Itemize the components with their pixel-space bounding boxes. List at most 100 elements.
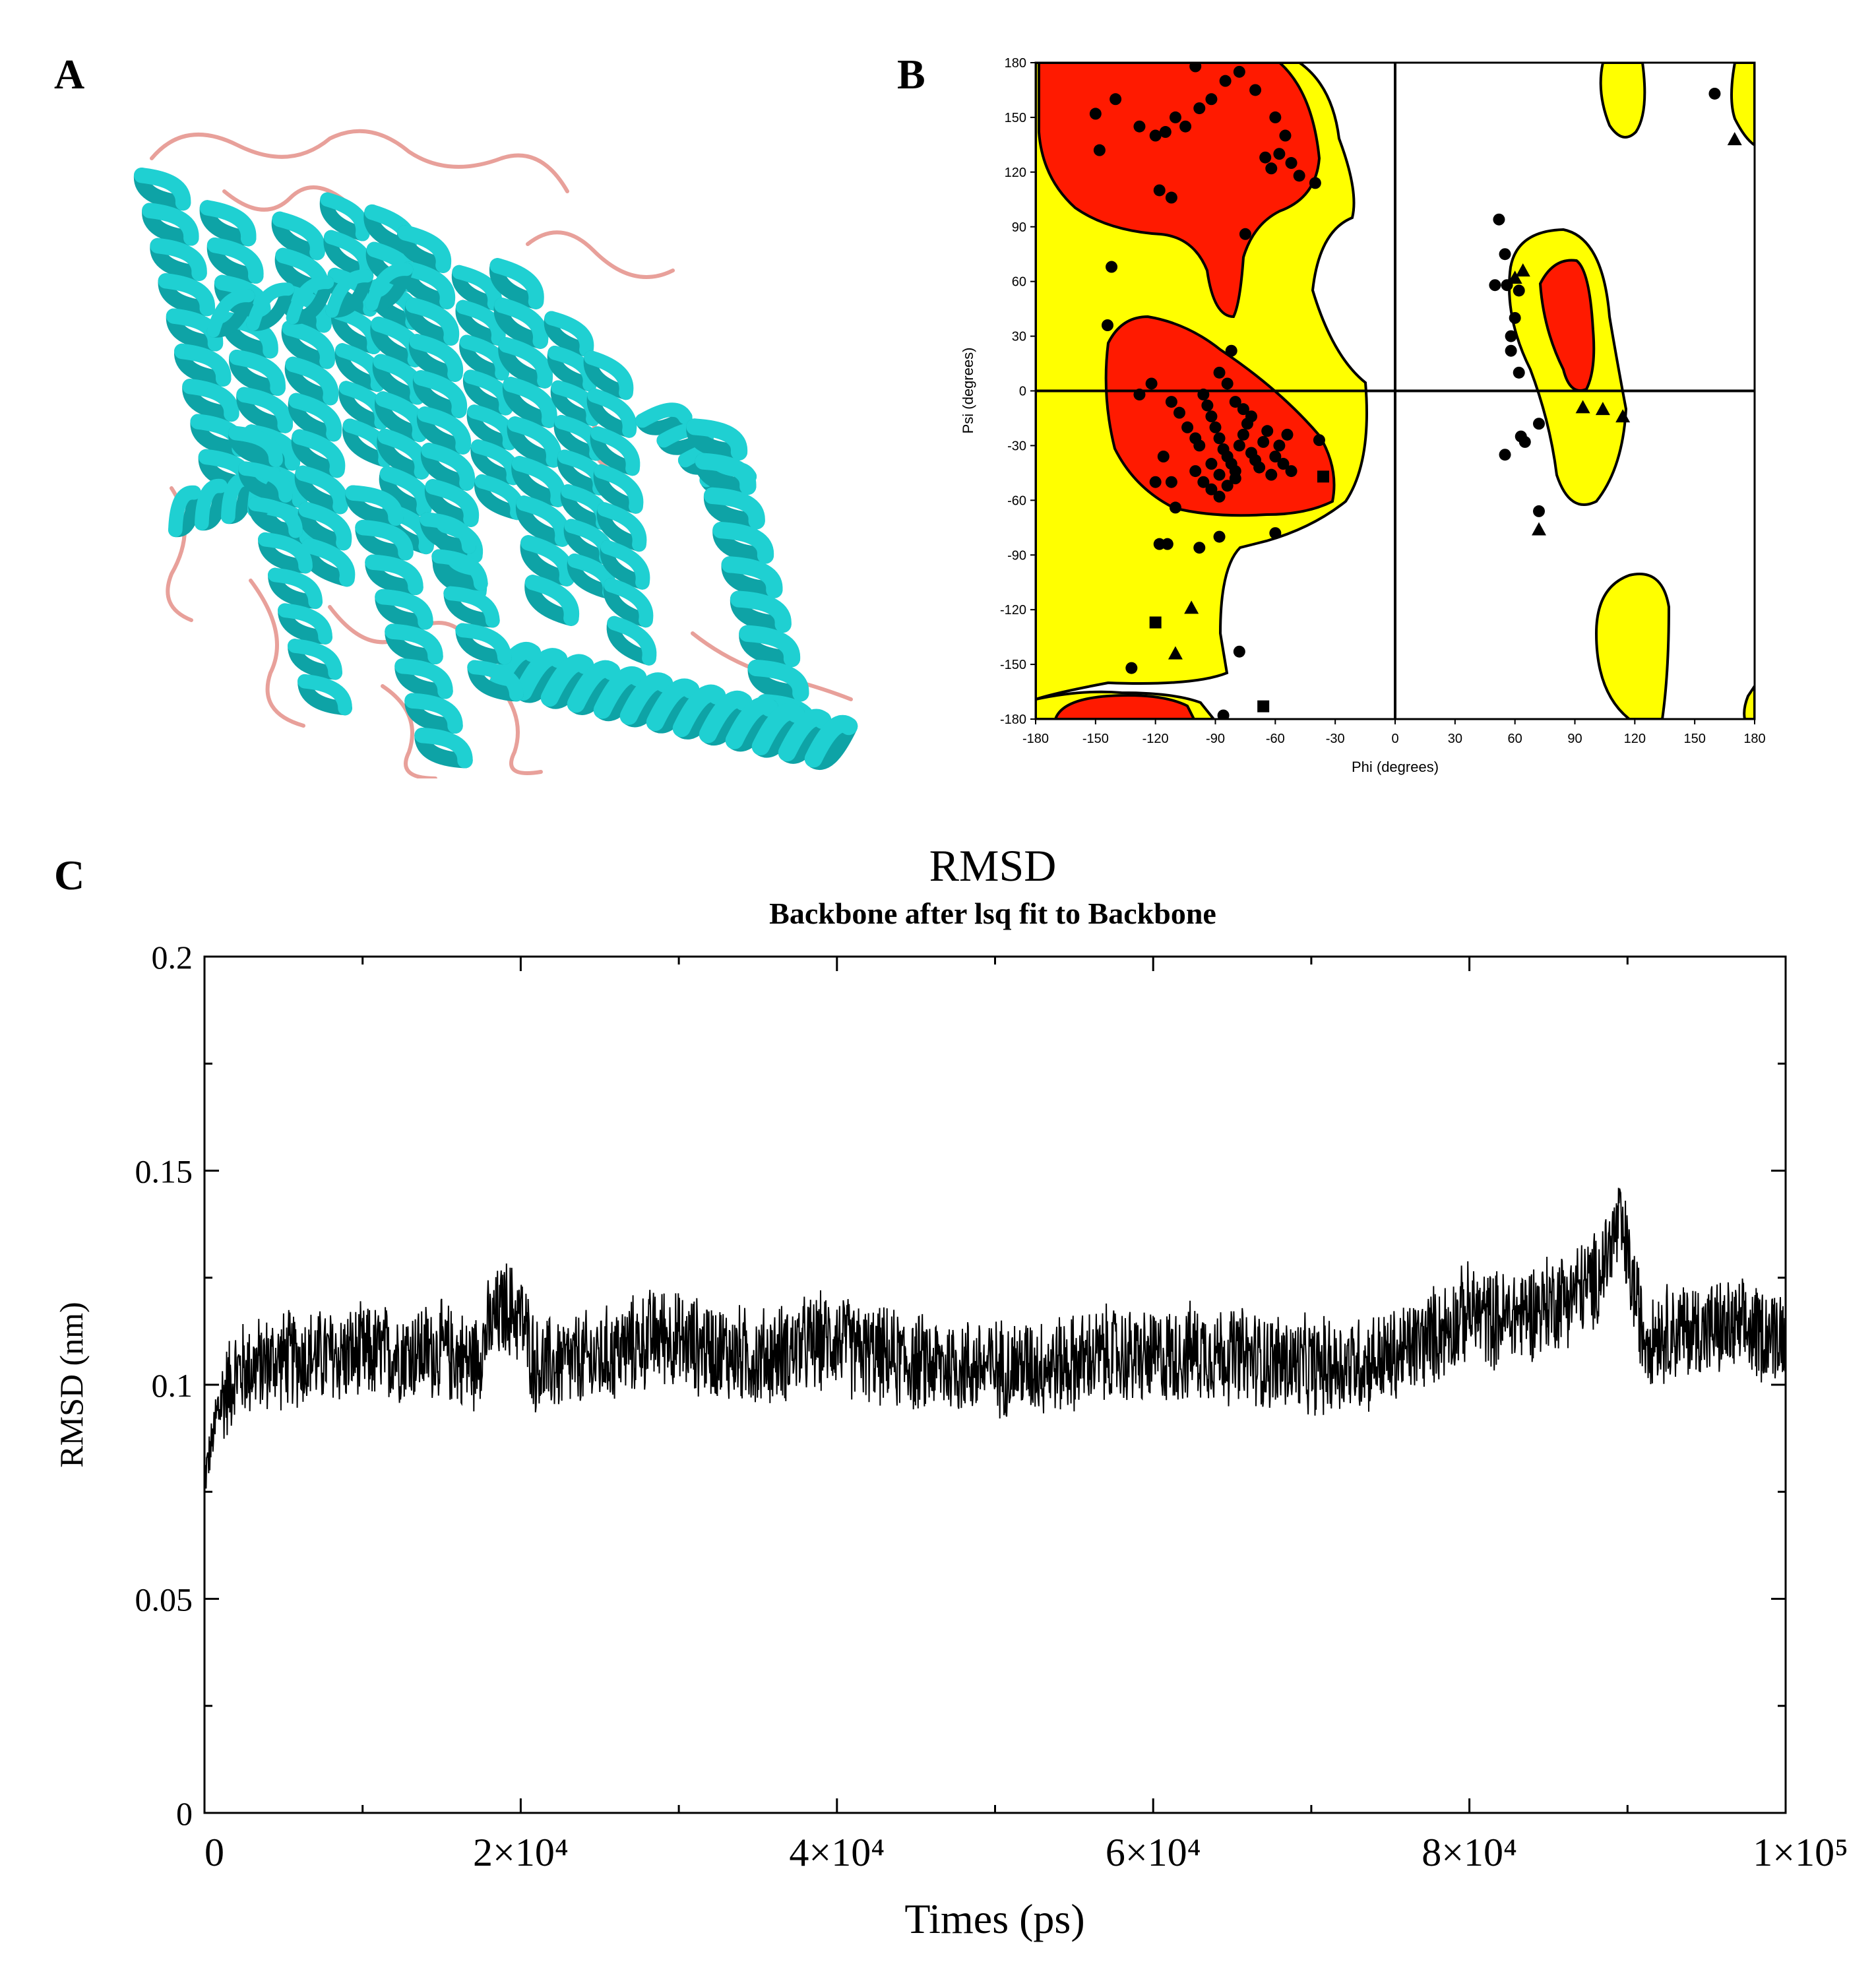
residue-point (1189, 63, 1202, 73)
residue-point (1239, 228, 1251, 240)
x-tick-label: -180 (1022, 732, 1049, 746)
glycine-point (1168, 646, 1183, 660)
y-axis-label: Psi (degrees) (960, 348, 976, 434)
rmsd-plot-frame (203, 955, 1787, 1814)
residue-point (1106, 261, 1118, 273)
glycine-point (1532, 522, 1546, 536)
residue-point (1133, 120, 1146, 133)
x-axis-label: Times (ps) (904, 1895, 1084, 1942)
y-tick-label: 150 (1005, 111, 1026, 125)
x-tick-label: 180 (1743, 732, 1765, 746)
proline-point (1317, 470, 1329, 483)
loop-segment (249, 579, 305, 728)
residue-point (1193, 439, 1206, 452)
y-tick-label: -90 (1007, 548, 1026, 563)
glycine-point (1727, 132, 1742, 146)
residue-point (1533, 418, 1545, 430)
x-tick-label: 30 (1448, 732, 1462, 746)
rmsd-plot: RMSD Backbone after lsq fit to Backbone … (53, 840, 1848, 1942)
x-tick-label: 2×10⁴ (473, 1831, 569, 1874)
residue-point (1225, 344, 1237, 357)
y-tick-label: 120 (1005, 166, 1026, 180)
residue-point (1499, 449, 1511, 461)
protein-structure-panel (132, 119, 897, 780)
x-tick-label: 1×10⁵ (1753, 1831, 1848, 1874)
residue-point (1179, 120, 1192, 133)
rmsd-series-line (204, 1187, 1786, 1489)
x-tick-label: -150 (1082, 732, 1109, 746)
allowed-region-lower-right (1594, 573, 1671, 719)
residue-point (1205, 410, 1218, 423)
ramachandran-plot: -180 -150 -120 -90 -60 -30 0 30 60 90 120 150 180 -18… (960, 56, 1766, 775)
y-tick-label: 0.15 (135, 1153, 193, 1190)
residue-point (1197, 476, 1210, 488)
residue-point (1293, 170, 1305, 182)
y-tick-label: 180 (1005, 56, 1026, 71)
glycine-point (1184, 600, 1199, 614)
residue-point (1221, 377, 1234, 390)
y-tick-label: 0 (176, 1795, 193, 1832)
y-tick-label: 0.05 (135, 1581, 193, 1618)
x-tick-label: -90 (1206, 732, 1225, 746)
residue-point (1509, 311, 1521, 324)
alpha-helix (345, 485, 473, 769)
x-tick-label: 150 (1683, 732, 1705, 746)
residue-point (1233, 645, 1245, 658)
residue-point (1259, 151, 1272, 164)
residue-point (1217, 709, 1230, 719)
x-tick-label: -60 (1266, 732, 1285, 746)
glycine-point (1575, 400, 1590, 414)
ramachandran-axes: -180 -150 -120 -90 -60 -30 0 30 60 90 120 150 180 -18… (1000, 56, 1766, 746)
residue-point (1209, 421, 1222, 433)
residue-point (1237, 428, 1249, 441)
x-tick-label: 120 (1624, 732, 1646, 746)
residue-point (1193, 542, 1206, 554)
residue-point (1269, 527, 1282, 540)
residue-point (1213, 366, 1226, 379)
loop-segment (222, 185, 358, 213)
residue-point (1249, 84, 1262, 96)
loop-segment (381, 684, 437, 780)
residue-point (1173, 406, 1185, 419)
proline-point (1257, 700, 1270, 712)
x-tick-label: 0 (1391, 732, 1398, 746)
residue-point (1165, 476, 1177, 488)
x-tick-label: 8×10⁴ (1422, 1831, 1517, 1874)
x-tick-label: 60 (1508, 732, 1522, 746)
x-axis-label: Phi (degrees) (1352, 759, 1439, 775)
residue-point (1153, 184, 1166, 197)
favored-region-left-alpha (1538, 259, 1596, 392)
y-tick-label: 60 (1012, 275, 1026, 290)
residue-point (1313, 434, 1325, 447)
y-tick-label: -120 (1000, 603, 1026, 617)
x-tick-label: 6×10⁴ (1106, 1831, 1201, 1874)
residue-point (1169, 111, 1181, 123)
chart-subtitle: Backbone after lsq fit to Backbone (769, 897, 1216, 930)
ramachandran-regions (1036, 63, 1755, 719)
residue-point (1169, 501, 1181, 514)
x-tick-label: 0 (204, 1831, 224, 1874)
alpha-helix (271, 211, 356, 587)
residue-point (1219, 75, 1232, 87)
residue-point (1221, 480, 1234, 492)
residue-point (1205, 93, 1218, 106)
residue-point (1518, 435, 1531, 448)
y-tick-label: 30 (1012, 330, 1026, 344)
residue-point (1533, 505, 1545, 517)
glycine-point (1615, 409, 1631, 423)
residue-point (1505, 344, 1517, 357)
residue-point (1233, 439, 1245, 452)
residue-point (1145, 377, 1158, 390)
residue-point (1493, 213, 1505, 226)
residue-point (1273, 439, 1286, 452)
residue-point (1102, 319, 1113, 331)
residue-point (1279, 129, 1292, 142)
residue-point (1269, 111, 1282, 123)
alpha-helix (420, 512, 524, 702)
y-tick-label: -60 (1007, 493, 1026, 508)
alpha-helix (583, 350, 657, 666)
residue-point (1513, 284, 1525, 297)
alpha-helix (489, 258, 580, 626)
y-tick-label: 90 (1012, 220, 1026, 235)
alpha-helix (487, 642, 858, 770)
